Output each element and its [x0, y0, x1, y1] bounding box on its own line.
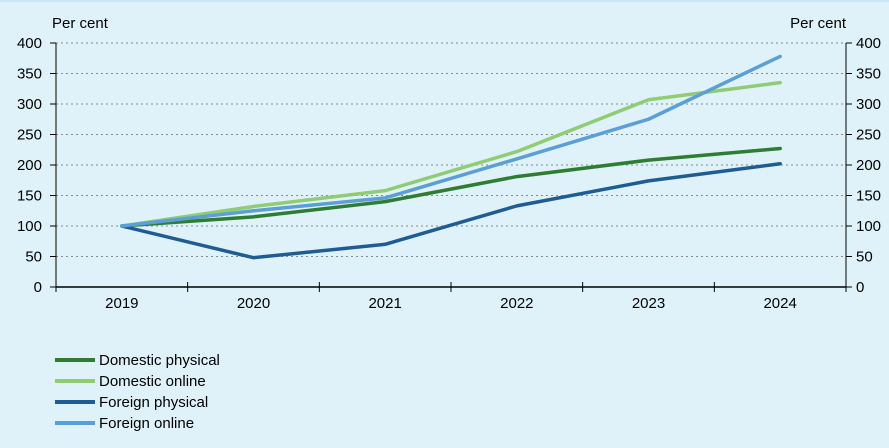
y-tick-label-right: 100: [856, 218, 881, 235]
y-tick-label-right: 0: [856, 279, 864, 296]
x-tick-label: 2021: [368, 295, 401, 312]
y-tick-label-left: 0: [34, 279, 42, 296]
y-tick-label-left: 50: [25, 249, 42, 266]
y-tick-label-right: 150: [856, 188, 881, 205]
x-tick-label: 2023: [632, 295, 665, 312]
legend-label: Domestic physical: [99, 352, 220, 369]
right-axis-label: Per cent: [790, 15, 847, 32]
y-tick-label-right: 350: [856, 66, 881, 83]
x-tick-label: 2020: [237, 295, 270, 312]
axes: 0 0 50 50 100 100 150 150 200 200 250 250 300 300 350 3…: [17, 35, 881, 312]
y-tick-label-left: 250: [17, 127, 42, 144]
series-line-domestic-online: [120, 80, 782, 228]
y-tick-label-left: 150: [17, 188, 42, 205]
left-axis-label: Per cent: [52, 15, 109, 32]
x-tick-label: 2024: [763, 295, 796, 312]
y-tick-label-right: 400: [856, 35, 881, 52]
legend-label: Foreign physical: [99, 394, 208, 411]
legend-label: Domestic online: [99, 373, 206, 390]
y-tick-label-right: 250: [856, 127, 881, 144]
series-line-domestic-physical: [120, 146, 782, 228]
y-tick-label-right: 50: [856, 249, 873, 266]
y-tick-label-left: 400: [17, 35, 42, 52]
y-tick-label-right: 200: [856, 157, 881, 174]
x-tick-label: 2022: [500, 295, 533, 312]
series-lines: [120, 54, 782, 260]
y-tick-label-left: 200: [17, 157, 42, 174]
x-tick-label: 2019: [105, 295, 138, 312]
legend-label: Foreign online: [99, 415, 194, 432]
y-tick-label-left: 100: [17, 218, 42, 235]
legend: Domestic physical Domestic online Foreign …: [55, 352, 220, 432]
y-tick-label-left: 300: [17, 96, 42, 113]
y-tick-label-left: 350: [17, 66, 42, 83]
series-line-foreign-online: [120, 54, 782, 228]
y-tick-label-right: 300: [856, 96, 881, 113]
series-line-foreign-physical: [120, 162, 782, 260]
